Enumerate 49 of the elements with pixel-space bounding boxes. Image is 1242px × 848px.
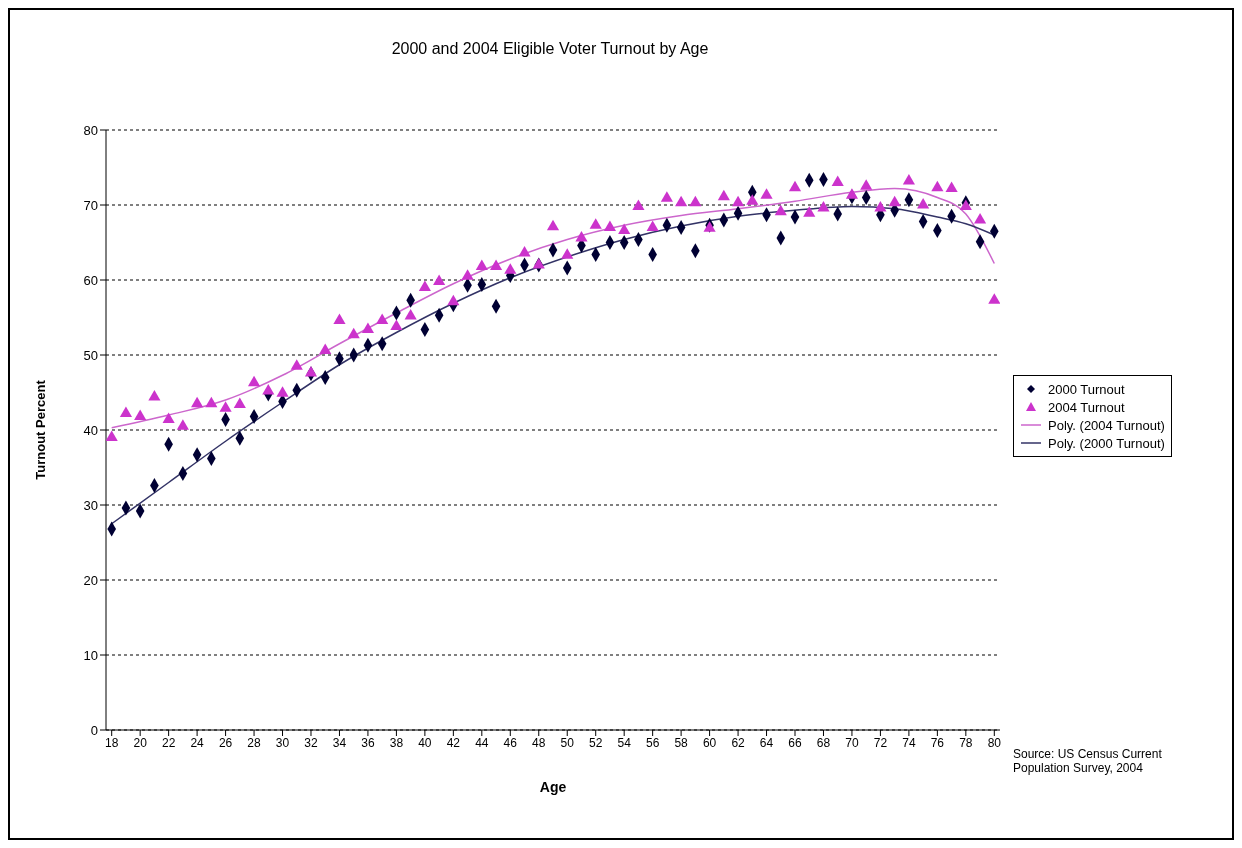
x-tick-label: 52 bbox=[589, 735, 603, 750]
x-tick-label: 58 bbox=[674, 735, 689, 750]
x-tick-label: 62 bbox=[731, 735, 746, 750]
y-tick-label: 20 bbox=[83, 572, 98, 588]
x-tick-label: 80 bbox=[987, 735, 1002, 750]
x-tick-label: 78 bbox=[959, 735, 973, 750]
x-tick-label: 46 bbox=[503, 735, 518, 750]
source-note: Source: US Census Current Population Survey, 2004 bbox=[1013, 747, 1163, 775]
y-tick-label: 0 bbox=[90, 722, 98, 738]
y-axis-title: Turnout Percent bbox=[32, 379, 48, 480]
x-tick-label: 20 bbox=[133, 735, 148, 750]
x-tick-label: 36 bbox=[361, 735, 375, 750]
x-tick-label: 76 bbox=[930, 735, 945, 750]
x-tick-label: 32 bbox=[304, 735, 318, 750]
x-tick-label: 34 bbox=[332, 735, 347, 750]
x-axis-title: Age bbox=[539, 779, 567, 795]
x-tick-label: 24 bbox=[190, 735, 205, 750]
x-tick-label: 40 bbox=[418, 735, 432, 750]
legend-label: 2004 Turnout bbox=[1048, 399, 1125, 415]
y-tick-label: 30 bbox=[83, 497, 98, 513]
y-tick-label: 60 bbox=[83, 272, 98, 288]
x-tick-label: 22 bbox=[161, 735, 176, 750]
x-tick-label: 42 bbox=[446, 735, 461, 750]
x-tick-label: 56 bbox=[645, 735, 660, 750]
x-tick-label: 70 bbox=[845, 735, 859, 750]
chart-title: 2000 and 2004 Eligible Voter Turnout by Age bbox=[390, 40, 710, 58]
x-tick-label: 18 bbox=[105, 735, 119, 750]
x-tick-label: 68 bbox=[816, 735, 831, 750]
x-tick-label: 26 bbox=[218, 735, 233, 750]
y-tick-label: 50 bbox=[83, 347, 98, 363]
x-tick-label: 48 bbox=[532, 735, 546, 750]
x-tick-label: 74 bbox=[902, 735, 916, 750]
x-tick-label: 60 bbox=[702, 735, 717, 750]
x-tick-label: 54 bbox=[617, 735, 632, 750]
y-tick-label: 10 bbox=[83, 647, 98, 663]
x-tick-label: 50 bbox=[560, 735, 575, 750]
legend-label: Poly. (2004 Turnout) bbox=[1048, 417, 1165, 433]
x-tick-label: 30 bbox=[275, 735, 290, 750]
x-tick-label: 66 bbox=[788, 735, 802, 750]
x-tick-label: 28 bbox=[247, 735, 262, 750]
x-tick-label: 44 bbox=[475, 735, 489, 750]
y-tick-label: 40 bbox=[83, 422, 98, 438]
y-tick-label: 80 bbox=[83, 122, 98, 138]
legend-label: 2000 Turnout bbox=[1048, 381, 1125, 397]
y-tick-label: 70 bbox=[83, 197, 98, 213]
x-tick-label: 64 bbox=[759, 735, 774, 750]
legend-label: Poly. (2000 Turnout) bbox=[1048, 435, 1165, 451]
x-tick-label: 38 bbox=[389, 735, 404, 750]
x-tick-label: 72 bbox=[873, 735, 888, 750]
